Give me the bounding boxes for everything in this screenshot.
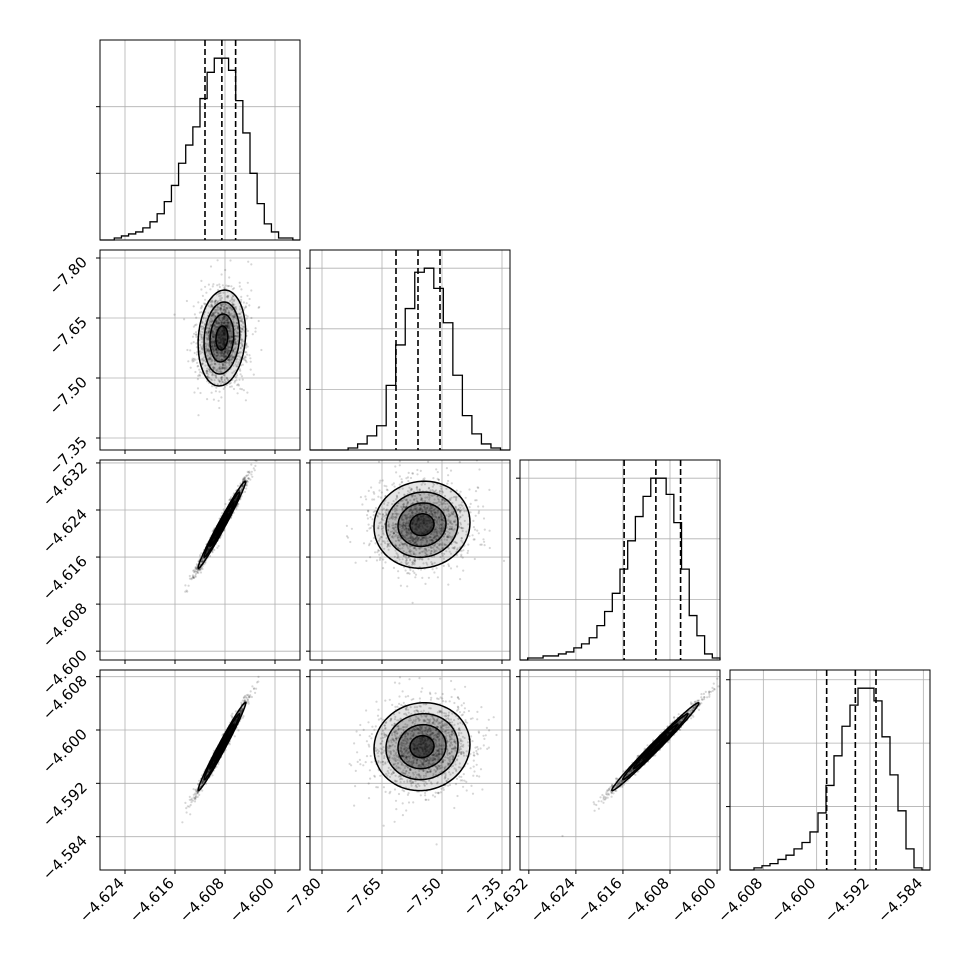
panel-frame — [729, 669, 931, 871]
contour-line-0 — [643, 734, 667, 759]
contour-line-1 — [397, 723, 447, 770]
scatter-panel-3-2 — [516, 669, 721, 874]
panel-frame — [309, 459, 511, 661]
histogram-panel-3 — [726, 669, 931, 871]
contour-line-2 — [621, 712, 689, 781]
scatter-panel-2-1 — [306, 459, 511, 664]
density-fill — [644, 735, 667, 758]
x-tick-label-0-3: −4.600 — [226, 874, 278, 926]
scatter-content — [181, 670, 262, 824]
density-fill — [386, 492, 458, 558]
panel-frame — [99, 39, 301, 241]
contour-line-1 — [209, 313, 235, 363]
contour-line-3 — [197, 289, 247, 387]
scatter-content — [348, 676, 498, 846]
density-fill — [386, 713, 458, 780]
contour-line-3 — [611, 701, 700, 792]
y-tick-label-2-1: −4.608 — [39, 599, 91, 651]
histogram-panel-2 — [516, 459, 721, 661]
density-fill — [410, 735, 434, 758]
contour-line-0 — [409, 734, 435, 759]
scatter-content — [561, 677, 720, 838]
density-fill — [204, 713, 240, 780]
histogram-steps — [100, 57, 300, 241]
y-tick-label-3-2: −4.600 — [39, 725, 91, 777]
density-fill — [398, 503, 446, 547]
x-tick-label-2-2: −4.616 — [574, 874, 626, 926]
contour-line-3 — [373, 701, 471, 792]
contour-line-1 — [209, 723, 235, 770]
contour-line-3 — [197, 480, 247, 569]
histogram-panel-1 — [306, 249, 511, 451]
contour-line-2 — [385, 712, 459, 781]
scatter-content — [345, 460, 506, 604]
x-tick-label-3-3: −4.584 — [874, 874, 926, 926]
x-tick-label-0-0: −4.624 — [76, 874, 128, 926]
contour-line-1 — [632, 723, 678, 770]
density-fill — [204, 492, 240, 558]
y-tick-label-1-1: −7.50 — [46, 373, 91, 418]
density-fill — [374, 481, 470, 569]
scatter-panel-3-0 — [96, 669, 301, 874]
contour-line-2 — [203, 301, 241, 375]
contour-line-0 — [215, 513, 229, 537]
scatter-content — [184, 460, 263, 593]
y-tick-label-1-3: −7.80 — [46, 253, 91, 298]
y-tick-label-3-1: −4.592 — [39, 778, 91, 830]
y-tick-label-3-0: −4.584 — [39, 832, 91, 884]
histogram-steps — [310, 267, 510, 451]
contour-line-0 — [409, 513, 435, 537]
scatter-content — [173, 259, 263, 417]
scatter-points — [348, 676, 498, 846]
density-fill — [215, 513, 228, 536]
density-fill — [210, 314, 234, 362]
contour-line-0 — [215, 734, 229, 759]
y-tick-label-2-3: −4.624 — [39, 505, 91, 557]
contour-line-2 — [203, 712, 241, 781]
density-fill — [410, 513, 434, 536]
contour-line-2 — [385, 491, 459, 559]
histogram-panel-0 — [96, 39, 301, 241]
scatter-panel-1-0 — [96, 249, 301, 454]
x-tick-label-1-2: −7.50 — [400, 874, 445, 919]
scatter-panel-3-1 — [306, 669, 511, 874]
density-fill — [622, 713, 688, 780]
panel-frame — [309, 669, 511, 871]
x-tick-label-2-4: −4.600 — [668, 874, 720, 926]
x-tick-label-3-2: −4.592 — [821, 874, 873, 926]
x-tick-label-2-3: −4.608 — [621, 874, 673, 926]
contour-line-1 — [209, 502, 235, 548]
density-fill — [398, 724, 446, 769]
contour-line-1 — [397, 502, 447, 548]
contour-line-3 — [373, 480, 471, 569]
contour-line-2 — [203, 491, 241, 559]
x-tick-label-3-0: −4.608 — [714, 874, 766, 926]
x-tick-label-3-1: −4.600 — [768, 874, 820, 926]
panel-frame — [519, 459, 721, 661]
contour-line-3 — [197, 701, 247, 792]
x-tick-label-1-0: −7.80 — [280, 874, 325, 919]
x-tick-label-0-1: −4.616 — [126, 874, 178, 926]
panel-frame — [519, 669, 721, 871]
panel-frame — [99, 459, 301, 661]
y-tick-label-1-2: −7.65 — [46, 313, 91, 358]
contour-line-0 — [215, 325, 229, 351]
density-fill — [374, 702, 470, 791]
x-tick-label-1-1: −7.65 — [340, 874, 385, 919]
x-tick-label-0-2: −4.608 — [176, 874, 228, 926]
y-tick-label-2-2: −4.616 — [39, 552, 91, 604]
panel-frame — [99, 669, 301, 871]
x-tick-label-2-1: −4.624 — [527, 874, 579, 926]
scatter-panel-2-0 — [96, 459, 301, 664]
panel-frame — [309, 249, 511, 451]
histogram-steps — [520, 477, 721, 661]
panel-frame — [99, 249, 301, 451]
histogram-steps — [730, 687, 930, 871]
density-fill — [215, 326, 228, 350]
